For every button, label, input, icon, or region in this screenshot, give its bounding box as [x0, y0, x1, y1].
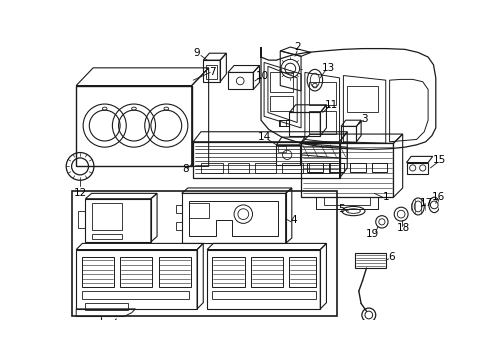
Text: 2: 2 — [293, 42, 300, 52]
Text: 19: 19 — [366, 229, 379, 239]
Text: 11: 11 — [325, 100, 338, 110]
Text: 18: 18 — [396, 223, 409, 233]
Text: 14: 14 — [258, 132, 271, 142]
Bar — [354, 253, 385, 268]
Bar — [364, 320, 373, 327]
Text: 16: 16 — [430, 192, 444, 202]
Bar — [176, 222, 182, 230]
Bar — [158, 257, 190, 287]
Bar — [281, 163, 303, 173]
Bar — [212, 291, 316, 299]
Text: 1: 1 — [382, 192, 388, 202]
Bar — [289, 257, 316, 287]
Bar — [349, 163, 365, 172]
Text: 13: 13 — [321, 63, 334, 73]
Bar — [85, 303, 127, 310]
Bar — [81, 291, 189, 299]
Bar — [270, 72, 293, 92]
Bar — [324, 197, 369, 205]
Text: 12: 12 — [73, 188, 86, 198]
Text: 15: 15 — [432, 155, 446, 165]
Bar — [201, 163, 222, 173]
Text: 10: 10 — [255, 71, 268, 81]
Bar — [91, 234, 122, 239]
Bar — [212, 257, 244, 287]
Bar — [306, 163, 322, 172]
Bar — [206, 65, 217, 78]
Bar — [250, 257, 283, 287]
Bar — [280, 120, 286, 126]
Bar — [76, 86, 191, 166]
Bar — [120, 257, 152, 287]
Bar — [277, 145, 285, 152]
Text: 8: 8 — [182, 164, 188, 174]
Bar — [270, 95, 293, 111]
Bar — [71, 191, 337, 316]
Bar — [371, 163, 386, 172]
Bar — [227, 163, 249, 173]
Bar — [81, 257, 114, 287]
Text: 6: 6 — [388, 252, 394, 262]
Text: 9: 9 — [193, 48, 200, 58]
Text: 17: 17 — [419, 198, 432, 208]
Text: 4: 4 — [289, 215, 296, 225]
Bar — [308, 163, 329, 173]
Bar — [189, 203, 208, 218]
Bar — [308, 82, 335, 105]
Bar — [91, 203, 122, 230]
Text: 3: 3 — [361, 114, 367, 123]
Text: 7: 7 — [209, 67, 215, 77]
Bar — [254, 163, 276, 173]
Text: 5: 5 — [338, 204, 345, 214]
Bar — [346, 86, 377, 112]
Bar — [308, 111, 335, 134]
Bar — [78, 211, 84, 228]
Bar — [328, 163, 344, 172]
Bar — [176, 205, 182, 213]
